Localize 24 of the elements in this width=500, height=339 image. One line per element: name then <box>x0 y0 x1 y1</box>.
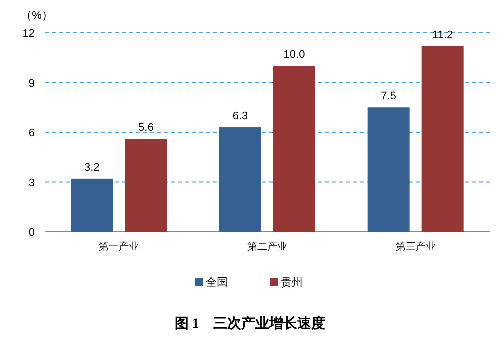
y-axis-title: （%） <box>21 10 53 22</box>
data-label: 10.0 <box>284 49 306 62</box>
data-label: 3.2 <box>84 162 100 174</box>
x-tick-label: 第三产业 <box>396 241 436 253</box>
x-tick-label: 第一产业 <box>99 241 140 253</box>
data-label: 6.3 <box>232 110 248 123</box>
data-label: 7.5 <box>381 90 396 103</box>
x-tick-label: 第二产业 <box>248 241 288 253</box>
text: 图 1 三次产业增长速度 <box>174 315 326 332</box>
legend-label: 贵州 <box>281 276 303 289</box>
legend-label: 全国 <box>206 277 228 289</box>
y-tick-label: 0 <box>28 227 35 239</box>
bar <box>125 139 168 232</box>
bar <box>220 128 262 232</box>
data-label: 5.6 <box>138 122 154 134</box>
y-tick-label: 6 <box>28 128 35 140</box>
bar <box>71 178 114 232</box>
bar <box>274 66 316 232</box>
bar <box>422 46 464 232</box>
y-tick-label: 3 <box>28 177 35 190</box>
y-tick-label: 9 <box>28 78 35 90</box>
y-tick-label: 12 <box>22 28 35 40</box>
bar <box>368 108 410 232</box>
data-label: 11.2 <box>432 29 454 42</box>
